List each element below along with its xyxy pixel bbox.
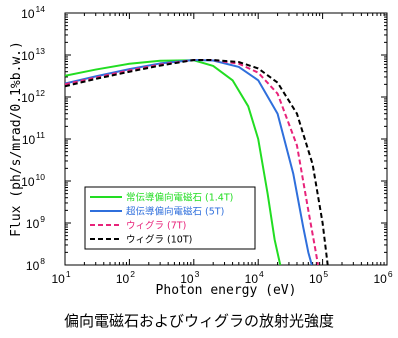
y-tick-label: 1010: [21, 172, 45, 189]
x-tick-label: 102: [116, 269, 135, 286]
x-tick-exponent: 4: [259, 269, 264, 279]
y-tick-exponent: 12: [36, 88, 46, 98]
axis-ticks: [64, 12, 388, 266]
series-line-1: [65, 59, 282, 265]
y-tick-exponent: 10: [36, 172, 46, 182]
y-tick-exponent: 8: [40, 256, 45, 266]
x-tick-exponent: 2: [130, 269, 135, 279]
x-tick-exponent: 6: [388, 269, 393, 279]
y-tick-label: 1014: [21, 4, 45, 21]
series-lines: [65, 59, 329, 265]
y-tick-label: 108: [26, 256, 45, 273]
x-tick-exponent: 1: [66, 269, 71, 279]
y-tick-exponent: 14: [36, 4, 46, 14]
x-tick-label: 105: [309, 269, 328, 286]
series-line-3: [65, 59, 320, 265]
y-tick-exponent: 9: [40, 214, 45, 224]
x-tick-label: 101: [51, 269, 70, 286]
y-tick-label: 1011: [22, 130, 45, 147]
x-tick-exponent: 3: [195, 269, 200, 279]
x-tick-exponent: 5: [323, 269, 328, 279]
y-axis-label: Flux (ph/s/mrad/0.1%b.w.): [9, 41, 24, 237]
x-axis-label: Photon energy (eV): [156, 283, 297, 298]
legend-label-4: ウィグラ (10T): [126, 234, 192, 246]
legend: 常伝導偏向電磁石 (1.4T) 超伝導偏向電磁石 (5T) ウィグラ (7T) ウィグ…: [84, 186, 256, 250]
y-tick-label: 109: [26, 214, 45, 231]
series-line-4: [65, 59, 329, 265]
y-tick-label: 1013: [21, 46, 45, 63]
x-tick-label: 106: [373, 269, 392, 286]
figure-caption: 偏向電磁石およびウィグラの放射光強度: [63, 312, 334, 330]
legend-label-3: ウィグラ (7T): [126, 220, 186, 232]
y-tick-exponent: 13: [36, 46, 46, 56]
series-line-2: [65, 59, 313, 265]
legend-label-1: 常伝導偏向電磁石 (1.4T): [126, 192, 233, 204]
y-tick-label: 1012: [21, 88, 45, 105]
legend-label-2: 超伝導偏向電磁石 (5T): [126, 206, 224, 218]
y-tick-exponent: 11: [36, 130, 45, 140]
